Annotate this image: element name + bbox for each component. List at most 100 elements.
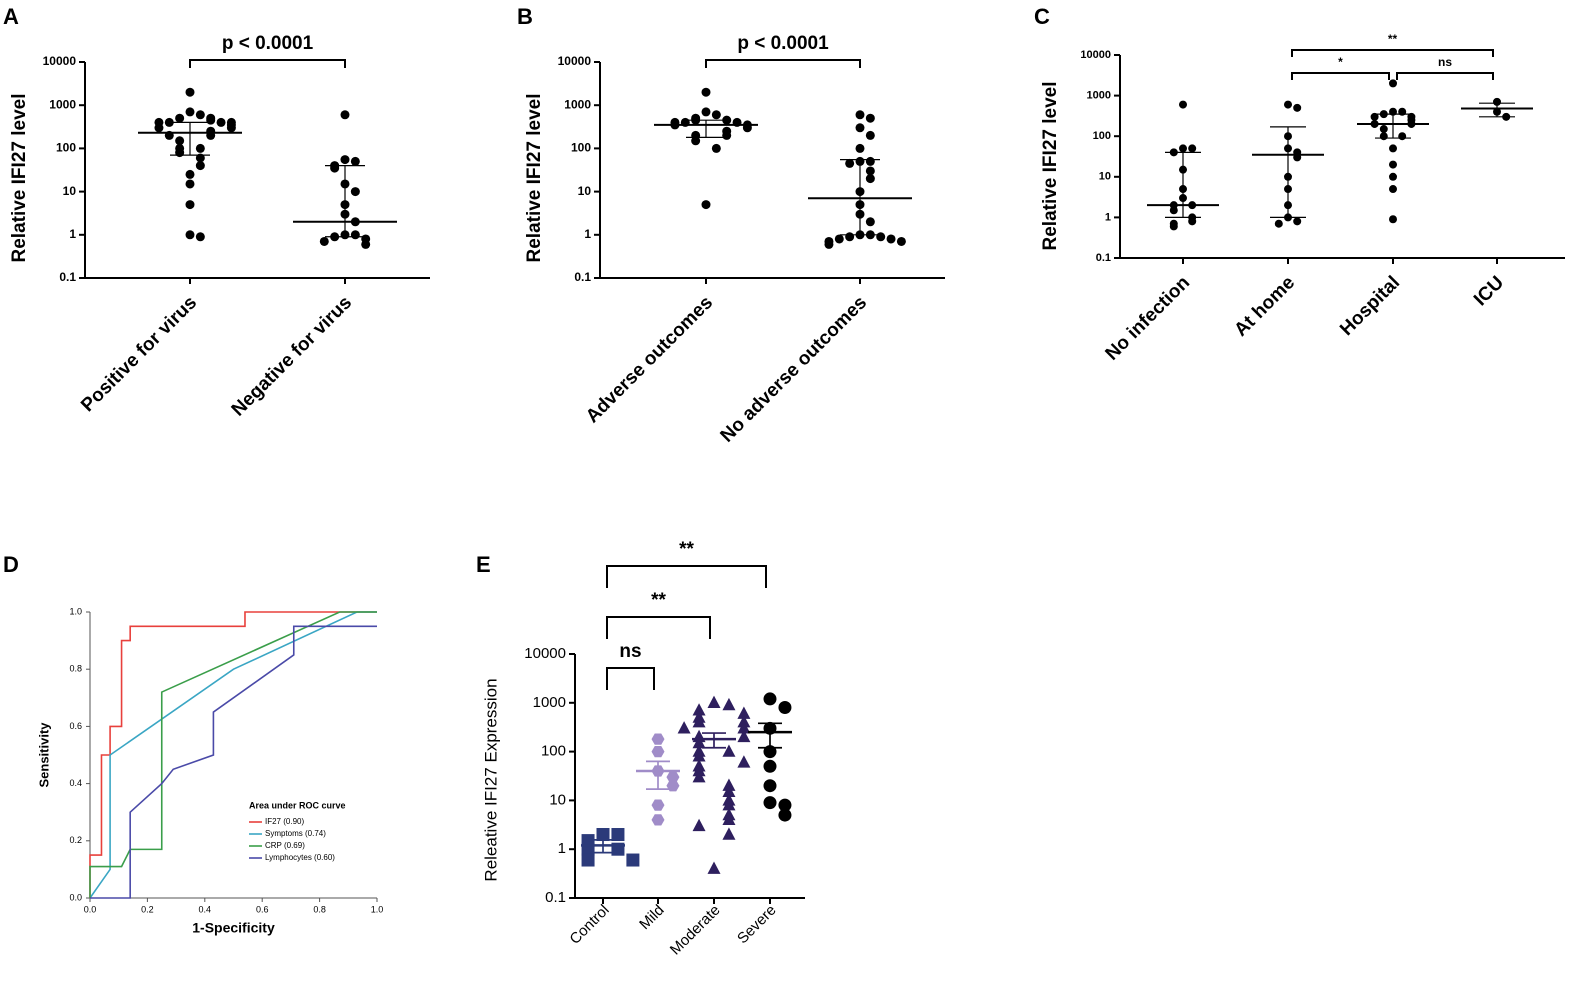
point [737,755,751,768]
x-tick-label: 0.8 [313,904,326,914]
legend-label: IF27 (0.90) [265,817,304,826]
y-tick-label: 100 [541,743,566,760]
y-tick-label: 1000 [533,694,566,711]
point [195,110,205,120]
y-axis-label: Relative IFI27 level [524,94,545,263]
y-tick-label: 10 [63,184,77,198]
significance-bracket [606,616,711,639]
significance-label: ns [1438,55,1452,69]
point [707,861,721,874]
point [350,156,360,166]
y-tick-label: 1 [69,227,76,241]
y-tick-label: 1 [558,840,566,857]
point [1370,112,1379,121]
legend-title: Area under ROC curve [249,800,346,810]
point [692,749,706,762]
point [1389,185,1397,194]
y-tick-label: 0.4 [69,778,82,788]
point [778,798,792,812]
point [722,130,732,140]
x-tick-label: Severe [734,902,780,948]
point [876,232,886,242]
point [824,239,834,249]
x-tick-label: No adverse outcomes [717,292,871,446]
y-tick-label: 0.1 [1096,252,1111,264]
point [1169,206,1178,215]
panel-letter: D [3,552,19,577]
point [319,236,329,246]
point [340,155,350,165]
point [361,239,371,249]
point [1398,132,1407,141]
point [865,156,875,166]
panel-letter: A [3,4,19,29]
point [763,796,777,810]
y-tick-label: 100 [56,141,76,155]
point [1493,97,1501,106]
point [763,692,777,706]
y-tick-label: 1 [1105,211,1111,223]
y-tick-label: 0.1 [59,270,76,284]
point [350,230,360,240]
y-axis-label: Relative IFI27 level [1040,82,1061,251]
y-tick-label: 100 [571,141,591,155]
point [865,130,875,140]
point [692,703,706,716]
y-tick-label: 10000 [43,54,77,68]
x-tick-label: 1.0 [371,904,384,914]
point [1389,160,1397,169]
y-axis-label: Releative IFI27 Expression [481,678,500,881]
point [865,174,875,184]
x-tick-label: Negative for virus [228,292,356,420]
point [845,158,855,168]
point [701,200,711,210]
x-tick-label: 0.6 [256,904,269,914]
point [692,735,706,749]
point [692,769,706,783]
point [722,827,736,840]
point [1389,144,1397,153]
point [692,715,706,728]
point [164,117,174,127]
point [834,234,844,244]
roc-curve [89,611,377,898]
point [216,117,226,127]
point [175,113,185,123]
x-tick-label: 0.4 [199,904,212,914]
y-axis-label: Relative IFI27 level [9,94,30,263]
legend-label: Symptoms (0.74) [265,829,326,838]
point [1274,219,1283,228]
point [1169,222,1178,231]
point [611,828,625,842]
significance-label: ** [651,590,666,611]
significance-label: ns [619,641,641,662]
point [651,745,665,758]
point [722,744,736,757]
y-tick-label: 10 [1099,171,1111,183]
point [185,230,195,240]
x-tick-label: Moderate [667,902,724,959]
point [626,853,640,867]
point [722,784,736,798]
point [651,733,665,745]
point [185,87,195,97]
point [865,113,875,123]
point [596,828,610,842]
y-tick-label: 10 [549,791,566,808]
point [206,115,216,125]
point [865,166,875,176]
point [701,107,711,117]
point [691,136,701,146]
x-tick-label: Positive for virus [77,292,201,416]
point [1179,144,1187,153]
point [350,187,360,197]
roc-curve [90,625,377,899]
point [896,236,906,246]
significance-bracket [189,59,346,68]
point [711,143,721,153]
y-tick-label: 10000 [558,54,592,68]
y-tick-label: 0.1 [574,270,591,284]
point [185,107,195,117]
y-tick-label: 100 [1093,130,1111,142]
